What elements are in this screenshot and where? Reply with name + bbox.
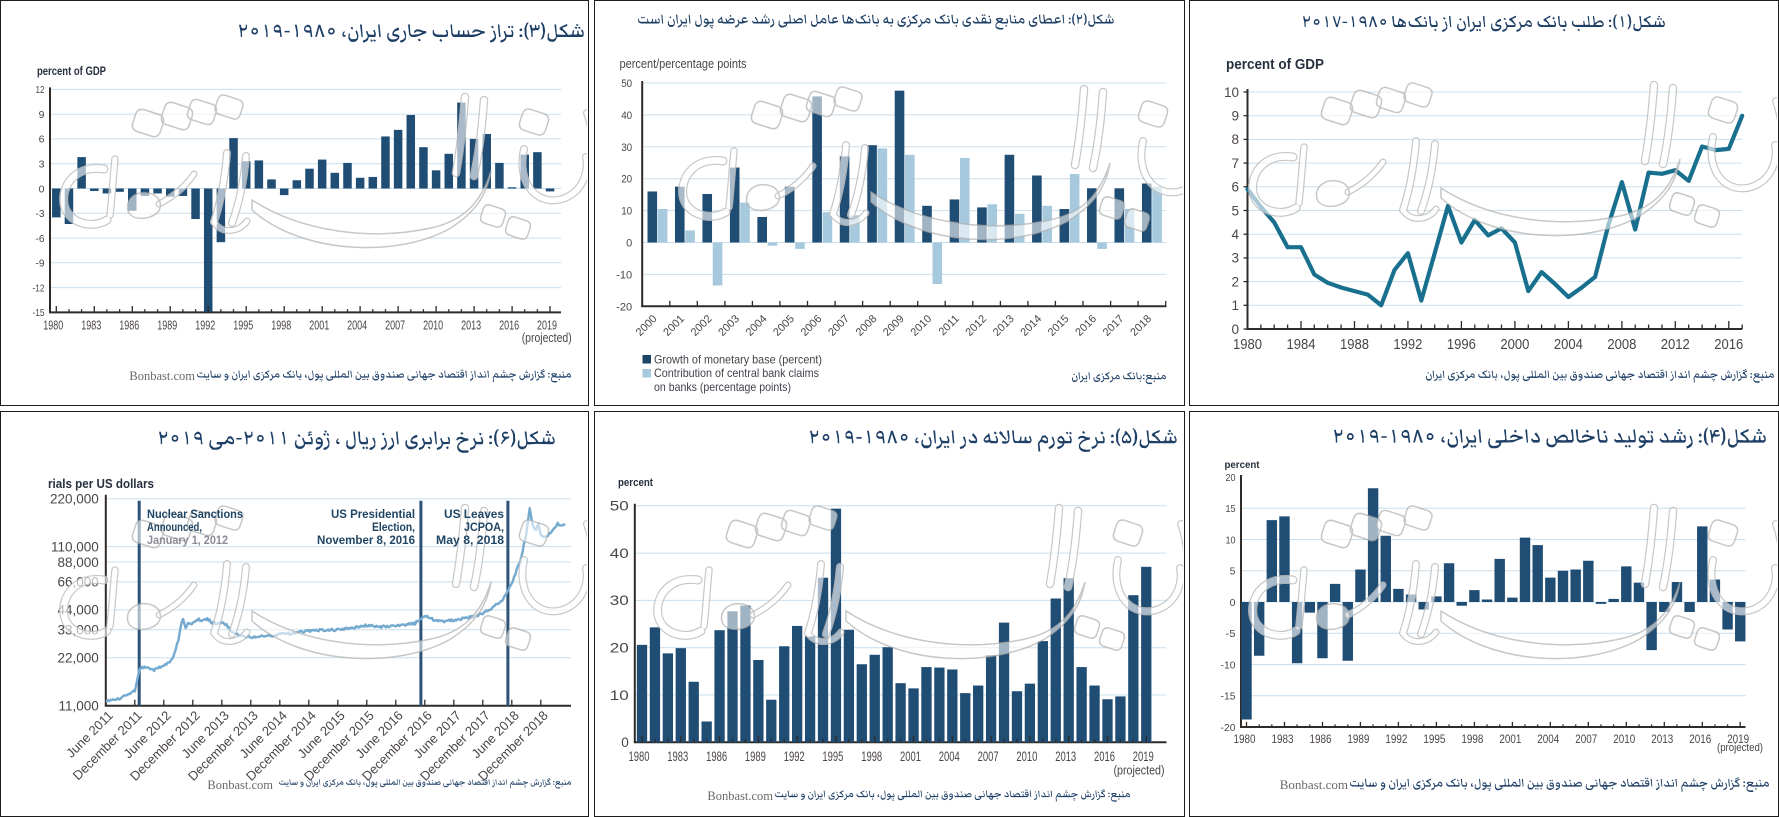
svg-text:Announced,: Announced, <box>147 520 202 534</box>
svg-text:percent: percent <box>1225 459 1260 471</box>
svg-text:percent/percentage points: percent/percentage points <box>619 56 746 71</box>
svg-text:US Leaves: US Leaves <box>444 507 504 521</box>
svg-text:November 8, 2016: November 8, 2016 <box>317 533 415 547</box>
svg-text:percent: percent <box>618 477 653 489</box>
svg-text:Bonbast.com: Bonbast.com <box>207 778 273 792</box>
svg-text:Bonbast.com: Bonbast.com <box>1280 777 1348 792</box>
svg-text:on banks (percentage points): on banks (percentage points) <box>654 380 791 394</box>
svg-text:JCPOA,: JCPOA, <box>464 520 504 534</box>
svg-text:Growth of monetary base (perce: Growth of monetary base (percent) <box>654 353 822 367</box>
svg-text:rials per US dollars: rials per US dollars <box>48 476 154 491</box>
svg-text:Election,: Election, <box>372 520 415 534</box>
svg-text:Contribution of central bank c: Contribution of central bank claims <box>654 366 819 380</box>
svg-text:percent of GDP: percent of GDP <box>37 64 106 78</box>
svg-text:January 1, 2012: January 1, 2012 <box>147 533 228 547</box>
svg-text:US Presidential: US Presidential <box>331 507 415 521</box>
svg-text:Nuclear Sanctions: Nuclear Sanctions <box>147 507 243 521</box>
svg-text:percent of GDP: percent of GDP <box>1226 57 1324 73</box>
svg-text:Bonbast.com: Bonbast.com <box>129 369 195 383</box>
svg-text:May 8, 2018: May 8, 2018 <box>436 533 504 547</box>
svg-text:Bonbast.com: Bonbast.com <box>707 789 773 803</box>
